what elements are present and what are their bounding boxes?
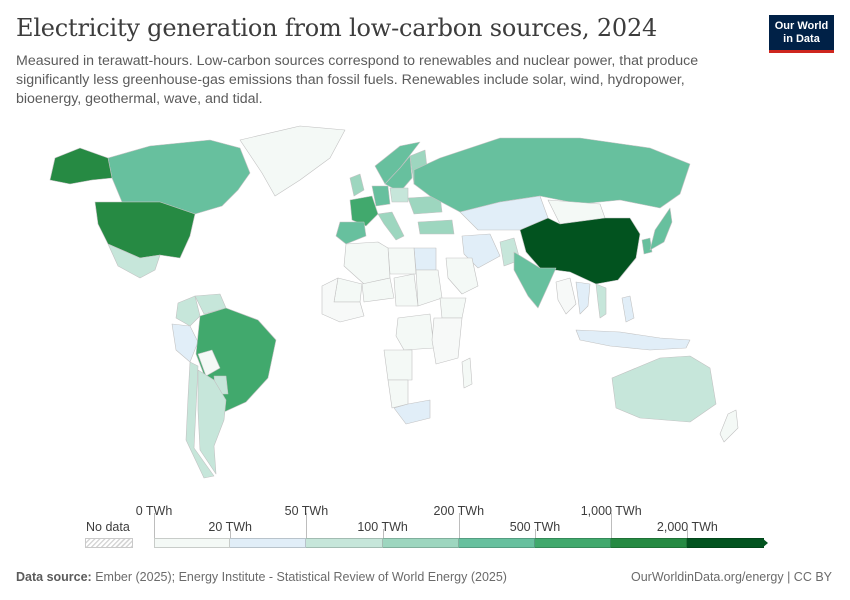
legend-tick <box>230 529 232 538</box>
legend-bin-3 <box>382 538 459 548</box>
region-canada[interactable] <box>107 139 251 215</box>
region-colombia[interactable] <box>175 295 201 327</box>
region-mexico[interactable] <box>107 243 161 279</box>
legend-bin-7 <box>687 538 764 548</box>
region-madagascar[interactable] <box>461 357 473 389</box>
region-alaska[interactable] <box>49 147 113 185</box>
logo-line-2: in Data <box>783 33 820 45</box>
region-united-states[interactable] <box>94 201 196 259</box>
region-united-kingdom[interactable] <box>349 173 365 197</box>
legend-label-top: 1,000 TWh <box>580 504 642 518</box>
source-label: Data source: <box>16 570 92 584</box>
region-argentina[interactable] <box>197 369 227 475</box>
region-chad[interactable] <box>393 273 419 307</box>
legend-tick <box>306 513 308 538</box>
no-data-swatch <box>85 538 133 548</box>
legend-bin-6 <box>611 538 688 548</box>
legend-label-top: 200 TWh <box>433 504 485 518</box>
region-japan[interactable] <box>649 207 673 251</box>
region-libya[interactable] <box>387 247 417 275</box>
legend-bin-5 <box>535 538 612 548</box>
legend-label-bottom: 100 TWh <box>357 520 408 534</box>
world-map <box>49 125 739 479</box>
region-russia[interactable] <box>413 137 691 213</box>
legend-bin-4 <box>458 538 535 548</box>
region-east-africa[interactable] <box>431 317 463 365</box>
region-turkey[interactable] <box>417 219 455 235</box>
region-germany[interactable] <box>371 185 391 207</box>
region-south-africa[interactable] <box>393 399 431 425</box>
region-greenland[interactable] <box>239 125 346 197</box>
source-text: Ember (2025); Energy Institute - Statist… <box>91 570 507 584</box>
region-australia[interactable] <box>611 355 717 423</box>
source-note: Data source: Ember (2025); Energy Instit… <box>16 570 507 584</box>
legend-tick <box>458 513 460 538</box>
region-peru[interactable] <box>171 323 199 363</box>
legend-tick <box>535 529 536 538</box>
region-dr-congo[interactable] <box>395 313 435 351</box>
region-new-zealand[interactable] <box>719 409 739 443</box>
color-legend: No data 0 TWh 50 TWh 200 TWh 1,000 TWh 20 TW… <box>0 500 850 560</box>
legend-tick <box>382 529 384 538</box>
chart-subtitle: Measured in terawatt-hours. Low-carbon s… <box>16 53 699 107</box>
region-saudi-arabia[interactable] <box>445 257 479 295</box>
region-vietnam[interactable] <box>595 283 607 319</box>
region-southeast-asia[interactable] <box>555 277 577 315</box>
legend-label-top: 0 TWh <box>135 504 173 518</box>
region-france[interactable] <box>349 195 379 227</box>
region-algeria[interactable] <box>343 241 391 285</box>
region-poland[interactable] <box>389 187 409 203</box>
legend-label-bottom: 20 TWh <box>208 520 252 534</box>
legend-label-bottom: 2,000 TWh <box>656 520 718 534</box>
legend-tick <box>687 529 689 538</box>
region-mali[interactable] <box>333 277 363 303</box>
no-data-label: No data <box>86 520 130 534</box>
region-egypt[interactable] <box>413 247 437 271</box>
region-indonesia[interactable] <box>575 329 691 351</box>
legend-arrow <box>762 538 768 548</box>
legend-tick <box>611 513 613 538</box>
region-philippines[interactable] <box>621 295 635 323</box>
region-chile[interactable] <box>185 361 215 479</box>
region-italy[interactable] <box>377 211 405 241</box>
owid-logo[interactable]: Our World in Data <box>769 15 834 53</box>
region-norway[interactable] <box>374 141 421 185</box>
region-niger[interactable] <box>361 277 395 303</box>
legend-bin-1 <box>230 538 307 548</box>
legend-label-bottom: 500 TWh <box>509 520 561 534</box>
region-west-africa[interactable] <box>321 277 365 323</box>
region-sudan[interactable] <box>415 269 443 307</box>
region-bolivia[interactable] <box>197 349 221 377</box>
region-namibia[interactable] <box>387 379 409 409</box>
region-spain[interactable] <box>335 221 367 245</box>
region-ukraine[interactable] <box>407 195 443 215</box>
legend-label-top: 50 TWh <box>284 504 329 518</box>
region-south-korea[interactable] <box>641 237 653 255</box>
site-credit[interactable]: OurWorldinData.org/energy | CC BY <box>630 570 832 584</box>
chart-title: Electricity generation from low-carbon s… <box>16 14 658 42</box>
region-thailand[interactable] <box>575 281 591 315</box>
legend-tick <box>154 513 155 538</box>
legend-bin-2 <box>306 538 383 548</box>
region-angola[interactable] <box>383 349 413 381</box>
logo-line-1: Our World <box>774 20 829 32</box>
legend-bin-0 <box>154 538 231 548</box>
region-india[interactable] <box>513 251 557 309</box>
region-ethiopia[interactable] <box>439 297 467 319</box>
